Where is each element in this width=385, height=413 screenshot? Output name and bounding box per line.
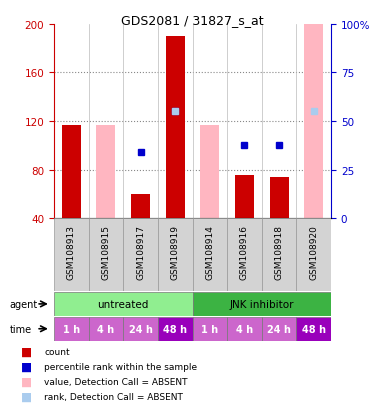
Text: value, Detection Call = ABSENT: value, Detection Call = ABSENT xyxy=(44,377,188,386)
Bar xyxy=(235,175,254,219)
Text: 4 h: 4 h xyxy=(236,324,253,334)
Text: 48 h: 48 h xyxy=(302,324,326,334)
Text: 1 h: 1 h xyxy=(63,324,80,334)
Text: GSM108913: GSM108913 xyxy=(67,225,76,280)
Text: rank, Detection Call = ABSENT: rank, Detection Call = ABSENT xyxy=(44,392,183,401)
Text: ■: ■ xyxy=(21,345,32,358)
Bar xyxy=(158,219,192,291)
Text: count: count xyxy=(44,347,70,356)
Text: GSM108915: GSM108915 xyxy=(101,225,110,280)
Bar xyxy=(131,195,150,219)
Bar xyxy=(96,126,116,219)
Bar xyxy=(192,219,227,291)
Bar xyxy=(296,219,331,291)
Text: GSM108918: GSM108918 xyxy=(275,225,284,280)
Text: JNK inhibitor: JNK inhibitor xyxy=(229,299,294,309)
Text: 24 h: 24 h xyxy=(129,324,152,334)
Text: agent: agent xyxy=(10,299,38,309)
Text: ■: ■ xyxy=(21,390,32,403)
Text: percentile rank within the sample: percentile rank within the sample xyxy=(44,362,198,371)
Bar xyxy=(54,219,89,291)
Bar xyxy=(304,25,323,219)
Text: 1 h: 1 h xyxy=(201,324,218,334)
Text: 48 h: 48 h xyxy=(163,324,187,334)
Bar xyxy=(262,219,296,291)
Bar xyxy=(270,178,289,219)
Text: GSM108919: GSM108919 xyxy=(171,225,180,280)
Text: 24 h: 24 h xyxy=(267,324,291,334)
Text: ■: ■ xyxy=(21,375,32,388)
Text: untreated: untreated xyxy=(97,299,149,309)
Text: time: time xyxy=(10,324,32,334)
Bar xyxy=(54,317,89,341)
Text: GSM108917: GSM108917 xyxy=(136,225,145,280)
Bar xyxy=(227,219,262,291)
Text: ■: ■ xyxy=(21,360,32,373)
Text: GSM108914: GSM108914 xyxy=(205,225,214,280)
Bar xyxy=(262,317,296,341)
Text: GSM108920: GSM108920 xyxy=(309,225,318,280)
Bar xyxy=(192,292,331,316)
Text: GDS2081 / 31827_s_at: GDS2081 / 31827_s_at xyxy=(121,14,264,27)
Bar xyxy=(296,317,331,341)
Bar xyxy=(200,126,219,219)
Bar xyxy=(123,317,158,341)
Bar xyxy=(89,219,123,291)
Bar xyxy=(89,317,123,341)
Bar xyxy=(192,317,227,341)
Bar xyxy=(166,37,185,219)
Text: GSM108916: GSM108916 xyxy=(240,225,249,280)
Bar xyxy=(62,126,81,219)
Bar xyxy=(158,317,192,341)
Bar xyxy=(227,317,262,341)
Bar xyxy=(123,219,158,291)
Bar xyxy=(54,292,192,316)
Text: 4 h: 4 h xyxy=(97,324,114,334)
